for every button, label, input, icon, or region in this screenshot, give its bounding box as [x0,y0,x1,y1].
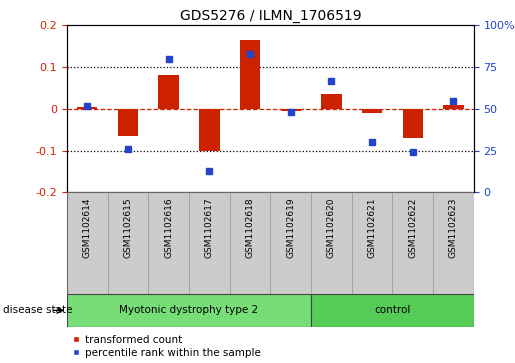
Text: GSM1102620: GSM1102620 [327,197,336,258]
Text: GSM1102616: GSM1102616 [164,197,173,258]
Bar [443,105,464,109]
Legend: transformed count, percentile rank within the sample: transformed count, percentile rank withi… [72,335,261,358]
Text: GSM1102623: GSM1102623 [449,197,458,258]
Bar [108,192,148,294]
Bar [230,192,270,294]
Bar [67,192,108,294]
Bar [281,109,301,111]
Text: GSM1102618: GSM1102618 [246,197,254,258]
Text: GSM1102615: GSM1102615 [124,197,132,258]
Bar [392,192,433,294]
Text: GSM1102614: GSM1102614 [83,197,92,258]
Bar [159,75,179,109]
Bar [433,192,474,294]
Bar [240,40,260,109]
Text: disease state: disease state [3,305,72,315]
Bar [118,109,138,136]
Bar [403,109,423,138]
Bar [362,109,382,113]
Bar [270,192,311,294]
Bar [311,294,474,327]
Bar [199,109,219,151]
Bar [148,192,189,294]
Text: control: control [374,305,410,315]
Bar [352,192,392,294]
Bar [311,192,352,294]
Title: GDS5276 / ILMN_1706519: GDS5276 / ILMN_1706519 [180,9,361,23]
Text: GSM1102622: GSM1102622 [408,197,417,258]
Bar [67,294,311,327]
Bar [189,192,230,294]
Bar [77,107,97,109]
Text: GSM1102621: GSM1102621 [368,197,376,258]
Text: Myotonic dystrophy type 2: Myotonic dystrophy type 2 [119,305,259,315]
Text: GSM1102619: GSM1102619 [286,197,295,258]
Text: GSM1102617: GSM1102617 [205,197,214,258]
Bar [321,94,341,109]
